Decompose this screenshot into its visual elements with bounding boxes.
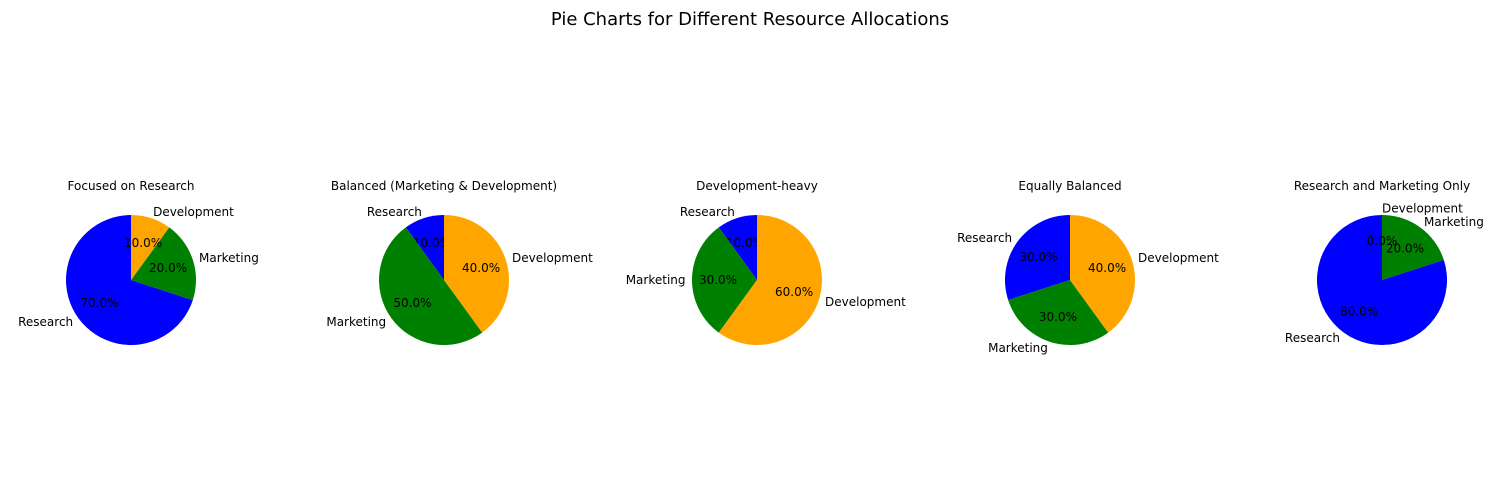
pie-slice-development	[444, 215, 510, 333]
pie-slice-label: Research	[680, 205, 735, 219]
pie-slice-research	[405, 214, 444, 280]
pie-slice-label: Development	[825, 295, 906, 309]
pie-slice-percent: 0.0%	[1367, 234, 1398, 248]
pie-slice-label: Research	[1285, 331, 1340, 345]
pie-slice-marketing	[131, 227, 197, 301]
pie-slice-research	[718, 214, 757, 280]
pie-slice-label: Marketing	[988, 341, 1048, 355]
pie-slice-percent: 10.0%	[726, 236, 764, 250]
pie-chart-title: Balanced (Marketing & Development)	[331, 179, 557, 193]
figure-title: Pie Charts for Different Resource Alloca…	[551, 9, 949, 30]
pie-slice-marketing	[1382, 214, 1444, 280]
pie-slice-label: Marketing	[326, 315, 386, 329]
pie-slice-marketing	[691, 227, 757, 333]
pie-slice-label: Marketing	[199, 251, 259, 265]
pie-slice-label: Development	[512, 251, 593, 265]
pie-slice-marketing	[1008, 280, 1109, 346]
pie-slice-percent: 30.0%	[1039, 310, 1077, 324]
pie-slice-research	[66, 215, 193, 345]
pie-slice-marketing	[378, 227, 483, 346]
pie-slice-label: Development	[1138, 251, 1219, 265]
pie-chart-2: Balanced (Marketing & Development) Resear…	[326, 179, 593, 346]
pie-slice-label: Research	[18, 315, 73, 329]
pie-charts: Focused on Research Research 70.0% Marketin…	[18, 179, 1484, 355]
pie-slice-percent: 40.0%	[1088, 261, 1126, 275]
pie-chart-title: Equally Balanced	[1018, 179, 1121, 193]
pie-slice-development	[131, 215, 170, 280]
pie-chart-title: Research and Marketing Only	[1294, 179, 1470, 193]
pie-chart-4: Equally Balanced Research 30.0% Marketing 30…	[957, 179, 1219, 355]
pie-slice-percent: 50.0%	[393, 296, 431, 310]
pie-slice-percent: 30.0%	[1019, 250, 1057, 264]
pie-slice-label: Development	[153, 205, 234, 219]
pie-slice-research	[1004, 215, 1070, 301]
pie-slice-label: Research	[367, 205, 422, 219]
pie-slice-percent: 40.0%	[462, 261, 500, 275]
pie-chart-title: Focused on Research	[68, 179, 195, 193]
pie-chart-5: Research and Marketing Only Research80.0%…	[1285, 179, 1484, 345]
pie-slice-label: Development	[1382, 202, 1463, 216]
pie-slice-research	[1317, 215, 1448, 345]
pie-slice-development	[1070, 215, 1136, 333]
pie-chart-1: Focused on Research Research 70.0% Marketin…	[18, 179, 259, 345]
pie-slice-percent: 20.0%	[1386, 241, 1424, 255]
pie-slice-percent: 70.0%	[80, 296, 118, 310]
pie-slice-percent: 10.0%	[124, 236, 162, 250]
pie-slice-percent: 10.0%	[413, 236, 451, 250]
pie-chart-title: Development-heavy	[696, 179, 818, 193]
pie-chart-3: Development-heavy Research 10.0% Marketing 3…	[626, 179, 906, 345]
pie-slice-percent: 60.0%	[775, 285, 813, 299]
pie-slice-label: Marketing	[1424, 215, 1484, 229]
pie-slice-label: Marketing	[626, 273, 686, 287]
pie-slice-percent: 30.0%	[699, 273, 737, 287]
pie-slice-development	[718, 215, 822, 345]
pie-slice-percent: 80.0%	[1340, 305, 1378, 319]
pie-slice-label: Research	[957, 231, 1012, 245]
pie-slice-percent: 20.0%	[149, 261, 187, 275]
